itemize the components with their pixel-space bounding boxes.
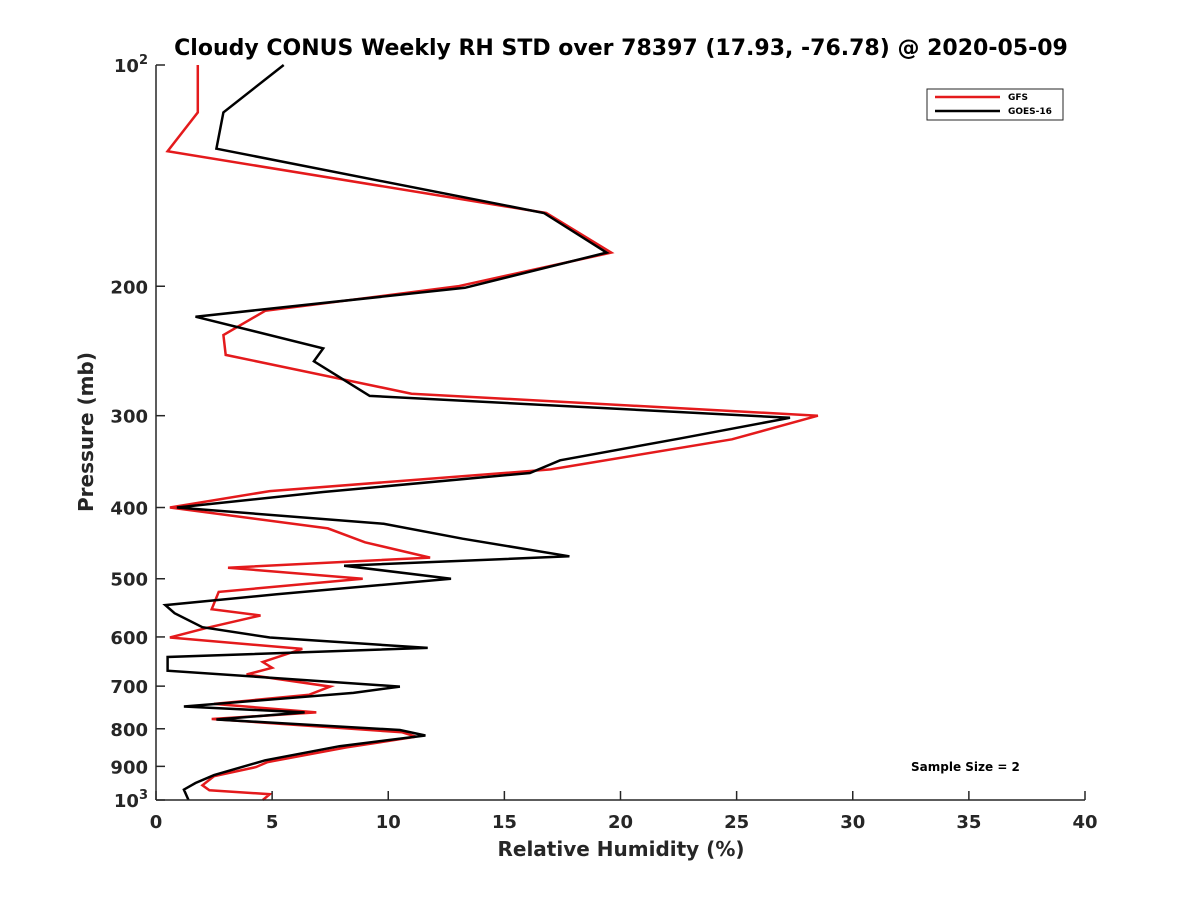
- y-tick-label: 700: [110, 677, 148, 698]
- legend-label-gfs: GFS: [1008, 93, 1028, 103]
- x-tick-label: 5: [266, 812, 279, 833]
- legend: GFS GOES-16: [926, 88, 1064, 121]
- y-tick-label: 102: [114, 53, 148, 77]
- y-tick-label: 400: [110, 499, 148, 520]
- y-ticks: 102 200 300 400 500 600 700 800 900 103: [110, 53, 165, 812]
- x-tick-label: 0: [150, 812, 163, 833]
- series-line-goes16: [162, 64, 791, 801]
- legend-label-goes16: GOES-16: [1008, 107, 1052, 117]
- y-tick-label: 800: [110, 720, 148, 741]
- y-tick-label: 200: [110, 277, 148, 298]
- series-line-gfs: [165, 65, 819, 801]
- y-tick-label: 300: [110, 407, 148, 428]
- y-tick-label: 900: [110, 757, 148, 778]
- legend-box: [926, 88, 1064, 121]
- x-tick-label: 10: [376, 812, 401, 833]
- x-tick-label: 15: [492, 812, 517, 833]
- x-tick-label: 25: [724, 812, 749, 833]
- sample-size-annotation: Sample Size = 2: [911, 760, 1020, 774]
- x-tick-label: 35: [956, 812, 981, 833]
- y-axis-label: Pressure (mb): [74, 352, 98, 512]
- x-ticks: 0 5 10 15 20 25 30 35 40: [150, 791, 1098, 833]
- y-tick-label: 103: [114, 788, 148, 812]
- series-layer: [162, 64, 819, 801]
- y-tick-label: 500: [110, 570, 148, 591]
- x-axis-label: Relative Humidity (%): [497, 837, 744, 861]
- y-tick-label: 600: [110, 628, 148, 649]
- x-tick-label: 20: [608, 812, 633, 833]
- chart-title: Cloudy CONUS Weekly RH STD over 78397 (1…: [174, 36, 1068, 61]
- x-tick-label: 30: [840, 812, 865, 833]
- x-tick-label: 40: [1072, 812, 1097, 833]
